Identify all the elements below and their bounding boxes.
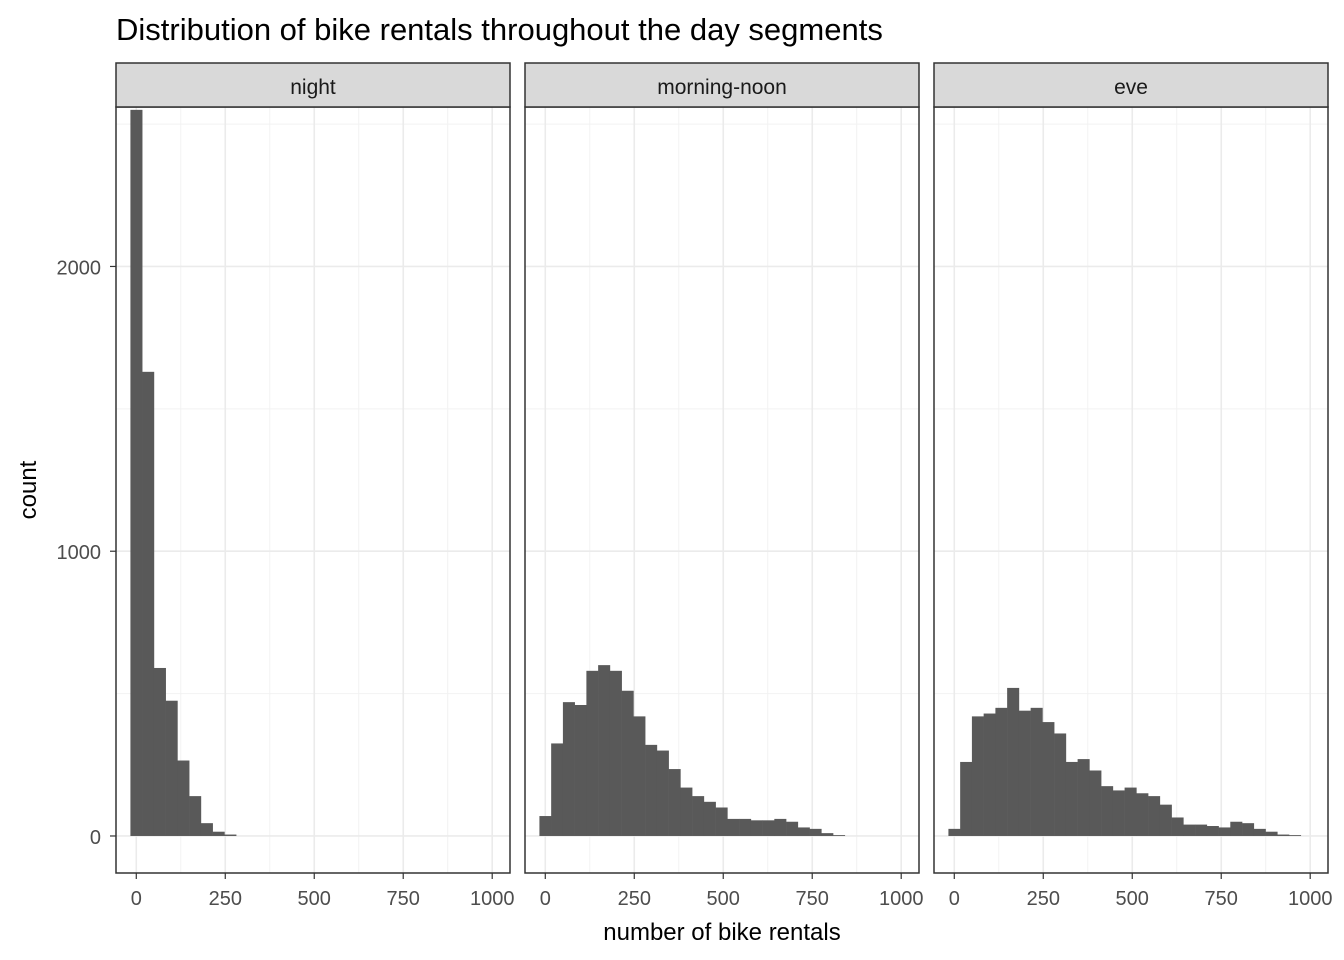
facet-strip-label: night (290, 76, 336, 99)
histogram-bar (1112, 790, 1125, 836)
histogram-bar (1065, 761, 1078, 836)
histogram-bar (142, 371, 155, 836)
histogram-bar (703, 801, 716, 836)
chart-title: Distribution of bike rentals throughout … (116, 12, 883, 47)
histogram-bar (762, 820, 775, 836)
histogram-bar (821, 833, 834, 836)
histogram-bar (656, 750, 669, 836)
histogram-bar (692, 796, 705, 836)
histogram-bar (130, 109, 143, 836)
x-tick-label: 1000 (1288, 888, 1333, 910)
histogram-bar (797, 827, 810, 836)
histogram-bar (983, 713, 996, 836)
histogram-bar (1218, 827, 1231, 836)
x-tick-label: 750 (387, 888, 420, 910)
histogram-bar (960, 761, 973, 836)
x-tick-label: 1000 (879, 888, 924, 910)
histogram-bar (1171, 817, 1184, 836)
histogram-bar (1230, 821, 1243, 836)
histogram-bar (645, 744, 658, 836)
histogram-bar (562, 702, 575, 836)
histogram-bar (1289, 835, 1302, 836)
histogram-bar (1206, 826, 1219, 836)
histogram-bar (786, 821, 799, 836)
histogram-bar (1195, 824, 1208, 836)
histogram-bar (574, 704, 587, 836)
histogram-bar (598, 665, 611, 836)
histogram-bar (668, 769, 681, 836)
x-tick-label: 250 (1027, 888, 1060, 910)
histogram-bar (727, 818, 740, 836)
panel-background (116, 107, 510, 873)
histogram-bar (1124, 787, 1137, 836)
histogram-bar (224, 834, 237, 836)
histogram-bar (1007, 687, 1020, 836)
histogram-bar (539, 816, 552, 836)
histogram-bar (621, 690, 634, 836)
histogram-bar (948, 828, 961, 836)
histogram-bar (750, 820, 763, 836)
histogram-bar (153, 667, 166, 836)
histogram-bar (633, 716, 646, 836)
facet-strip-label: eve (1114, 76, 1148, 99)
x-axis-label: number of bike rentals (603, 919, 840, 946)
histogram-bar (551, 743, 564, 836)
histogram-bar (1018, 710, 1031, 836)
x-tick-label: 0 (540, 888, 551, 910)
x-tick-label: 750 (1205, 888, 1238, 910)
y-tick-label: 1000 (57, 542, 102, 564)
facet-strip (115, 62, 511, 108)
histogram-bar (1054, 733, 1067, 836)
histogram-bar (1253, 828, 1266, 836)
histogram-bar (586, 670, 599, 836)
histogram-bar (212, 831, 225, 836)
y-axis-label: count (15, 460, 42, 519)
facet-strip (524, 62, 920, 108)
histogram-bar (1030, 707, 1043, 836)
x-tick-label: 0 (949, 888, 960, 910)
x-tick-label: 500 (707, 888, 740, 910)
histogram-bar (1183, 824, 1196, 836)
x-tick-label: 500 (298, 888, 331, 910)
histogram-bar (971, 716, 984, 836)
histogram-bar (739, 818, 752, 836)
x-tick-label: 250 (618, 888, 651, 910)
histogram-bar (165, 700, 178, 836)
histogram-bar (995, 707, 1008, 836)
x-tick-label: 1000 (470, 888, 515, 910)
histogram-bar (1148, 796, 1161, 836)
facet-strip (933, 62, 1329, 108)
x-tick-label: 750 (796, 888, 829, 910)
histogram-bar (774, 818, 787, 836)
histogram-bar (177, 760, 190, 836)
histogram-bar (1277, 834, 1290, 836)
histogram-bar (1136, 793, 1149, 836)
y-tick-label: 0 (90, 827, 101, 849)
histogram-bar (609, 670, 622, 836)
histogram-bar (680, 787, 693, 836)
facet-panels: 0 1000 2000 night 0 250 500 750 1000 morning-noon… (57, 62, 1333, 910)
histogram-bar (1042, 722, 1055, 836)
histogram-bar (833, 835, 846, 836)
histogram-bar (189, 796, 202, 836)
y-tick-label: 2000 (57, 257, 102, 279)
x-tick-label: 0 (131, 888, 142, 910)
histogram-bar (1265, 831, 1278, 836)
histogram-bar (1077, 759, 1090, 836)
histogram-bar (1101, 786, 1114, 836)
histogram-bar (200, 823, 213, 836)
histogram-bar (1242, 823, 1255, 836)
histogram-bar (809, 828, 822, 836)
histogram-bar (1089, 770, 1102, 836)
histogram-bar (1159, 804, 1172, 836)
x-tick-label: 500 (1116, 888, 1149, 910)
x-tick-label: 250 (209, 888, 242, 910)
histogram-bar (715, 807, 728, 836)
facet-strip-label: morning-noon (657, 76, 787, 99)
